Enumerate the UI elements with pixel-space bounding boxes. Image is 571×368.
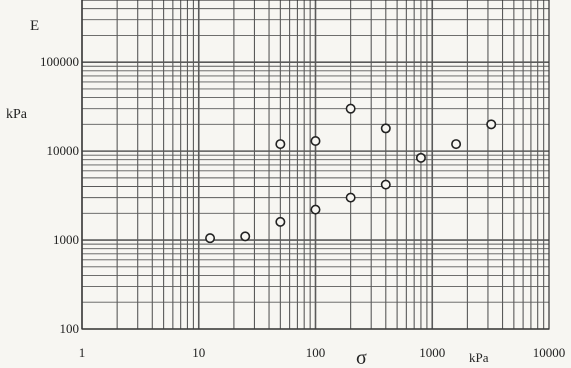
y-axis-unit: kPa	[6, 107, 28, 122]
x-tick-labels: 1 10 100 1000 10000	[79, 345, 566, 360]
data-point	[310, 204, 321, 215]
plot-frame	[81, 0, 550, 330]
x-tick-label: 1	[79, 345, 86, 360]
data-point	[275, 139, 286, 150]
x-tick-label: 10	[192, 345, 205, 360]
x-tick-label: 1000	[419, 345, 445, 360]
data-point	[205, 233, 216, 244]
y-tick-label: 100000	[40, 54, 79, 69]
data-point	[415, 152, 426, 163]
data-point	[451, 139, 462, 150]
x-tick-label: 100	[306, 345, 326, 360]
data-point	[380, 179, 391, 190]
data-point	[486, 119, 497, 130]
y-tick-label: 10000	[47, 143, 80, 158]
data-point	[345, 103, 356, 114]
y-tick-labels: 100 1000 10000 100000	[40, 54, 79, 336]
x-axis-unit: kPa	[469, 350, 489, 365]
x-axis-label: σ	[356, 347, 367, 368]
data-point	[310, 135, 321, 146]
y-tick-label: 1000	[53, 232, 79, 247]
grid-lines	[81, 0, 549, 330]
data-point	[380, 123, 391, 134]
y-axis-label: E	[30, 18, 39, 34]
x-tick-label: 10000	[533, 345, 566, 360]
data-point	[345, 192, 356, 203]
y-tick-label: 100	[60, 321, 80, 336]
data-point	[275, 216, 286, 227]
data-point	[240, 231, 251, 242]
data-points	[205, 103, 497, 244]
